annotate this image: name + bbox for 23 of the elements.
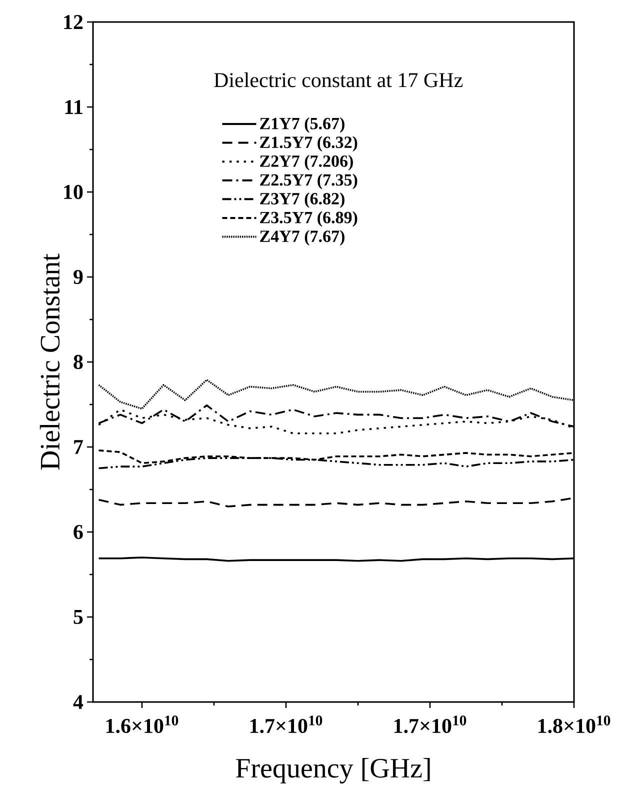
y-tick-label: 12 [64,15,83,29]
legend-label: Z1Y7 (5.67) [260,117,344,133]
y-tick-label: 6 [74,524,83,540]
x-axis-title: Frequency [GHz] [236,758,430,784]
legend-title: Dielectric constant at 17 GHz [214,72,463,88]
legend-label: Z1.5Y7 (6.32) [260,136,358,152]
legend-label: Z3.5Y7 (6.89) [260,211,358,227]
x-tick-label: 1.6×10$^{10}$ [106,716,178,734]
x-tick-label: 1.7×10$^{10}$ [250,716,322,734]
y-tick-label: 11 [65,100,82,114]
x-tick-label: 1.8×10$^{10}$ [538,716,610,734]
legend-label: Z2Y7 (7.206) [260,154,353,170]
legend-label: Z3Y7 (6.82) [260,192,344,208]
y-tick-label: 9 [74,270,83,284]
y-tick-label: 4 [73,695,84,709]
y-tick-label: 8 [74,354,83,370]
y-tick-label: 7 [74,440,83,454]
x-tick-label: 1.7×10$^{10}$ [394,716,466,734]
legend-label: Z2.5Y7 (7.35) [260,174,358,190]
y-tick-label: 5 [74,610,83,624]
legend-label: Z4Y7 (7.67) [260,230,344,246]
y-axis-title: Dielectric Constant [40,254,60,470]
y-tick-label: 10 [64,184,83,200]
